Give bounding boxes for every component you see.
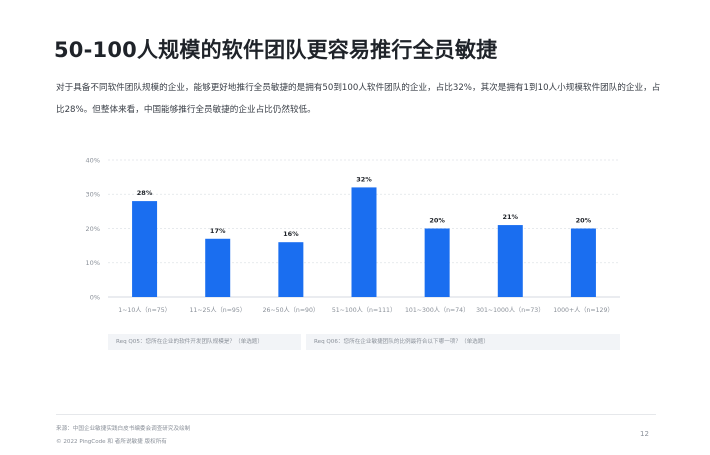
bar (570, 228, 596, 297)
bar (132, 201, 158, 297)
y-tick-label: 40% (86, 156, 100, 164)
data-label: 16% (283, 230, 299, 238)
y-tick-label: 10% (86, 259, 100, 267)
y-tick-label: 20% (86, 225, 100, 233)
question-note-q05: Req Q05：您所在企业的软件开发团队规模是？（单选题） (108, 334, 301, 350)
bar (424, 228, 450, 297)
data-label: 20% (576, 217, 592, 225)
data-label: 21% (503, 213, 519, 221)
x-tick-label: 51~100人（n=111） (332, 307, 396, 314)
bar (497, 225, 523, 297)
data-label: 28% (137, 189, 153, 197)
bar (351, 187, 377, 297)
data-label: 17% (210, 227, 226, 235)
page-number: 12 (640, 430, 649, 438)
x-tick-label: 26~50人（n=90） (263, 307, 319, 314)
bar (278, 242, 304, 297)
source-note: 来源：中国企业敏捷实践白皮书编委会调查研究及绘制 (56, 426, 191, 432)
x-tick-label: 301~1000人（n=73） (476, 307, 544, 314)
x-tick-label: 11~25人（n=95） (189, 307, 245, 314)
bar (205, 238, 231, 297)
page-description: 对于具备不同软件团队规模的企业，能够更好地推行全员敏捷的是拥有50到100人软件… (56, 83, 661, 115)
y-tick-label: 30% (86, 191, 100, 199)
data-label: 20% (429, 217, 445, 225)
x-tick-label: 1~10人（n=75） (118, 307, 171, 314)
page-title: 50-100人规模的软件团队更容易推行全员敏捷 (54, 38, 498, 62)
copyright-note: © 2022 PingCode 和 者所说敏捷 版权所有 (56, 439, 167, 445)
x-tick-label: 1000+人（n=129） (553, 307, 613, 314)
data-label: 32% (356, 175, 372, 183)
x-tick-label: 101~300人（n=74） (405, 307, 469, 314)
y-tick-label: 0% (90, 293, 100, 301)
question-note-q06: Req Q06：您所在企业敏捷团队的比例最符合以下哪一项？（单选题） (306, 334, 620, 350)
footer-divider (56, 414, 656, 415)
